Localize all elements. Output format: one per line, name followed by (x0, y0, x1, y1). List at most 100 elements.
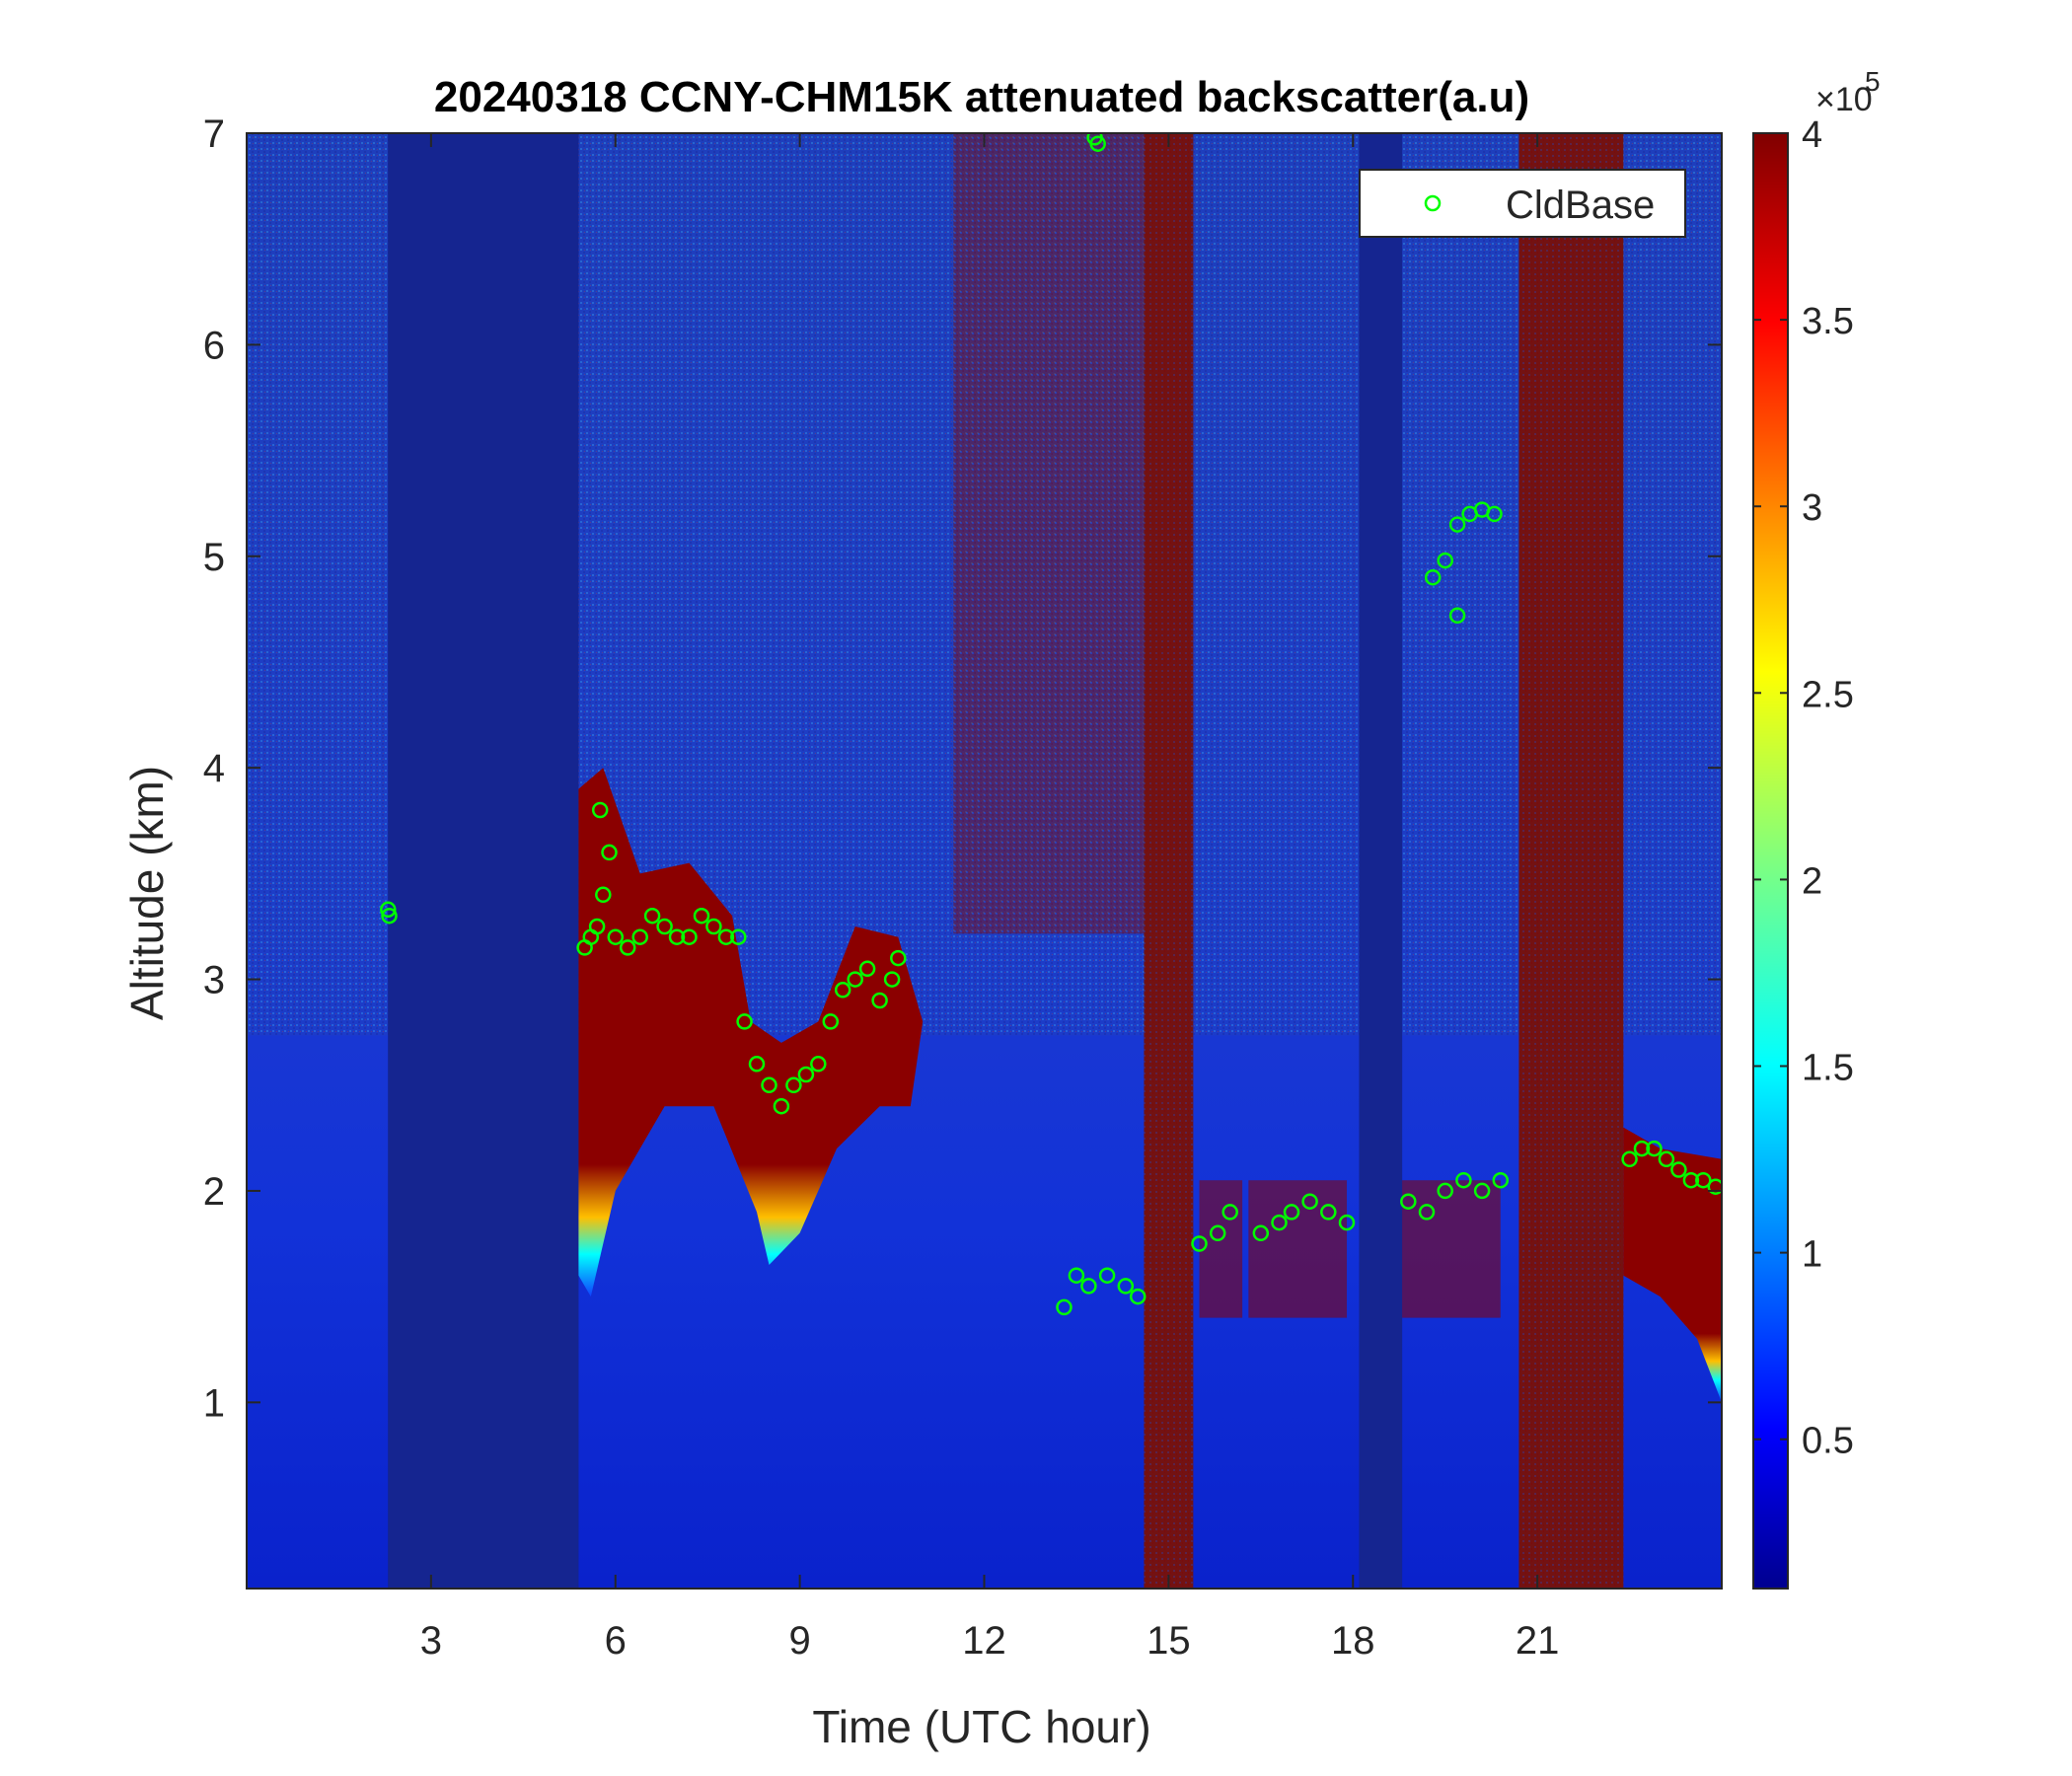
cloud-base-point (668, 928, 686, 945)
cloud-base-point (380, 901, 397, 919)
cloud-base-point (705, 918, 722, 935)
cloud-base-point (1209, 1224, 1226, 1242)
cloud-base-point (1486, 505, 1503, 523)
chart-title: 20240318 CCNY-CHM15K attenuated backscat… (434, 73, 1529, 121)
cloud-base-point (1400, 1193, 1417, 1210)
cloud-layer-patch (1199, 1180, 1243, 1318)
heatmap-noise-red (953, 133, 1145, 934)
cloud-base-point (381, 907, 398, 925)
data-gap-noise (1359, 133, 1403, 1589)
colorbar-exponent-label: ×10 (1815, 81, 1873, 118)
cloud-base-point (1621, 1150, 1638, 1168)
colorbar-tick-label: 1.5 (1802, 1048, 1854, 1089)
cloud-base-point (1424, 568, 1442, 586)
colorbar-tick-label: 3 (1802, 487, 1822, 529)
legend-entry-cldbase: CldBase (1506, 184, 1655, 227)
cloud-base-point (1089, 135, 1106, 152)
y-tick-label: 3 (203, 959, 225, 1002)
x-tick-label: 9 (789, 1619, 811, 1663)
plot-area (247, 133, 1722, 1589)
legend-box (1359, 169, 1686, 238)
cloud-layer-morning (578, 768, 924, 1297)
cloud-base-point (1271, 1214, 1288, 1231)
cloud-base-point (810, 1056, 827, 1073)
colorbar-exponent-power: 5 (1865, 66, 1881, 97)
cloud-base-point (643, 907, 661, 925)
x-tick-label: 3 (420, 1619, 442, 1663)
cloud-layer-patch (1248, 1180, 1348, 1318)
y-tick-label: 2 (203, 1170, 225, 1214)
cloud-base-point (883, 971, 901, 988)
cloud-base-point (656, 918, 673, 935)
cloud-base-point (1658, 1150, 1675, 1168)
cloud-base-point (890, 949, 907, 967)
data-gap-noise (388, 133, 579, 1589)
cloud-layer-evening (1623, 1127, 1722, 1403)
cloud-base-point (1492, 1171, 1510, 1189)
y-tick-label: 7 (203, 112, 225, 156)
cloud-base-point (1221, 1204, 1238, 1221)
cloud-base-point (1056, 1298, 1073, 1316)
cloud-base-point (1418, 1204, 1436, 1221)
x-tick-label: 12 (962, 1619, 1006, 1663)
cloud-base-point (1129, 1288, 1147, 1305)
cloud-base-point (773, 1097, 790, 1115)
cloud-base-point (1080, 1278, 1097, 1295)
colorbar-tick-label: 0.5 (1802, 1421, 1854, 1462)
cloud-base-point (1473, 1182, 1491, 1200)
cloud-base-point (693, 907, 710, 925)
cloud-base-point (607, 928, 625, 945)
cloud-base-point (847, 971, 863, 988)
cloud-base-point (1338, 1214, 1356, 1231)
cloud-base-point (1646, 1140, 1663, 1157)
y-tick-label: 5 (203, 536, 225, 579)
cloud-base-point (1437, 1182, 1453, 1200)
cloud-base-point (761, 1076, 777, 1094)
cloud-base-point (785, 1076, 802, 1094)
cloud-base-point (1707, 1178, 1722, 1195)
cloud-base-point (1117, 1278, 1135, 1295)
cloud-base-point (1448, 607, 1466, 625)
x-tick-label: 21 (1516, 1619, 1560, 1663)
legend[interactable]: CldBase (1359, 169, 1686, 238)
colorbar-tick-label: 4 (1802, 114, 1822, 156)
x-tick-label: 18 (1331, 1619, 1375, 1663)
cloud-base-point (1437, 552, 1453, 569)
colorbar-tick-label: 2 (1802, 860, 1822, 902)
y-tick-label: 1 (203, 1381, 225, 1425)
cloud-base-point (1633, 1140, 1651, 1157)
cloud-base-point (1682, 1171, 1700, 1189)
data-gap-noise (1144, 133, 1194, 1589)
colorbar-scale (1752, 132, 1789, 1590)
cloud-base-point (1301, 1193, 1318, 1210)
cloud-base-point (1320, 1204, 1337, 1221)
cloud-base-point (588, 918, 606, 935)
y-axis-label: Altitude (km) (121, 766, 173, 1020)
cloud-base-point (1098, 1267, 1116, 1284)
cloud-base-point (1448, 516, 1466, 533)
cloud-base-point (1695, 1171, 1712, 1189)
cloud-base-point (730, 928, 747, 945)
data-gap-noise (1574, 133, 1624, 1589)
cloud-base-point (1191, 1235, 1208, 1252)
cloud-base-point (1252, 1224, 1270, 1242)
legend-marker (1424, 194, 1442, 212)
cloud-layer-patch (1402, 1180, 1501, 1318)
cloud-base-point (858, 960, 876, 978)
x-tick-label: 15 (1147, 1619, 1191, 1663)
cloud-base-point (631, 928, 648, 945)
colorbar-tick-label: 1 (1802, 1234, 1822, 1276)
colorbar-tick-label: 2.5 (1802, 674, 1854, 715)
cloud-base-point (736, 1013, 753, 1030)
data-gap-noise (1518, 133, 1575, 1589)
y-tick-label: 4 (203, 747, 225, 790)
cloud-base-point (1068, 1267, 1085, 1284)
cloud-base-point (619, 939, 636, 956)
cloud-base-point (1283, 1204, 1300, 1221)
cloud-base-point (822, 1013, 840, 1030)
cloud-base-point (1455, 1171, 1472, 1189)
x-axis-label: Time (UTC hour) (812, 1701, 1150, 1752)
cloud-base-point (797, 1066, 815, 1083)
